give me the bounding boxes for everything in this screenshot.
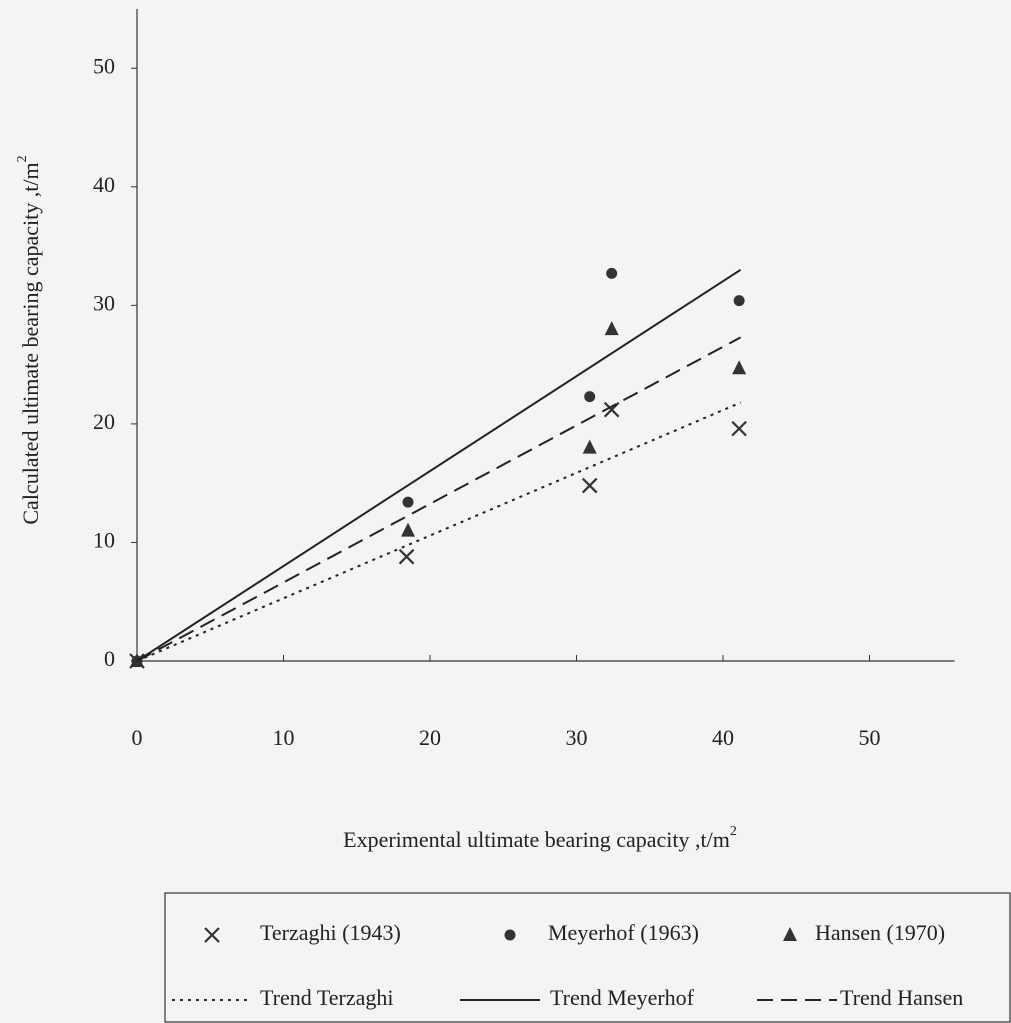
trend-line [136, 336, 742, 662]
legend-box [164, 892, 1011, 1023]
x-tick-label: 10 [273, 725, 295, 750]
y-tick-label: 50 [93, 53, 115, 78]
y-axis-label-text: Calculated ultimate bearing capacity ,t/… [18, 162, 43, 524]
data-point [582, 439, 597, 454]
x-tick-label: 50 [859, 725, 881, 750]
y-tick-label: 30 [93, 290, 115, 315]
legend-marker [783, 927, 797, 941]
y-axis-label-sup: 2 [15, 155, 30, 162]
legend-label: Terzaghi (1943) [260, 920, 401, 945]
data-point [732, 360, 747, 375]
data-point [606, 267, 618, 279]
data-point [401, 522, 416, 537]
data-point [584, 391, 596, 403]
data-point [402, 496, 414, 508]
y-tick-label: 20 [93, 409, 115, 434]
legend-marker [504, 929, 516, 941]
data-point [604, 321, 619, 336]
x-tick-label: 20 [419, 725, 441, 750]
legend-label: Trend Meyerhof [550, 985, 695, 1010]
legend-label: Hansen (1970) [815, 920, 945, 945]
y-axis-label: Calculated ultimate bearing capacity ,t/… [15, 155, 43, 524]
y-tick-label: 40 [93, 172, 115, 197]
x-tick-label: 0 [132, 725, 143, 750]
data-point [581, 477, 598, 494]
legend-label: Trend Terzaghi [260, 985, 394, 1010]
trend-line [136, 401, 741, 662]
x-axis-label: Experimental ultimate bearing capacity ,… [343, 824, 737, 852]
legend-label: Meyerhof (1963) [548, 920, 699, 945]
x-axis-label-text: Experimental ultimate bearing capacity ,… [343, 827, 730, 852]
data-point [731, 420, 747, 437]
trend-line [136, 268, 742, 662]
legend-marker [204, 927, 220, 943]
x-tick-label: 40 [712, 725, 734, 750]
data-point [733, 295, 745, 307]
data-point [398, 548, 415, 565]
x-axis-label-sup: 2 [730, 824, 737, 839]
y-tick-label: 10 [93, 528, 115, 553]
x-tick-label: 30 [566, 725, 588, 750]
y-tick-label: 0 [104, 646, 115, 671]
legend-label: Trend Hansen [840, 985, 963, 1010]
